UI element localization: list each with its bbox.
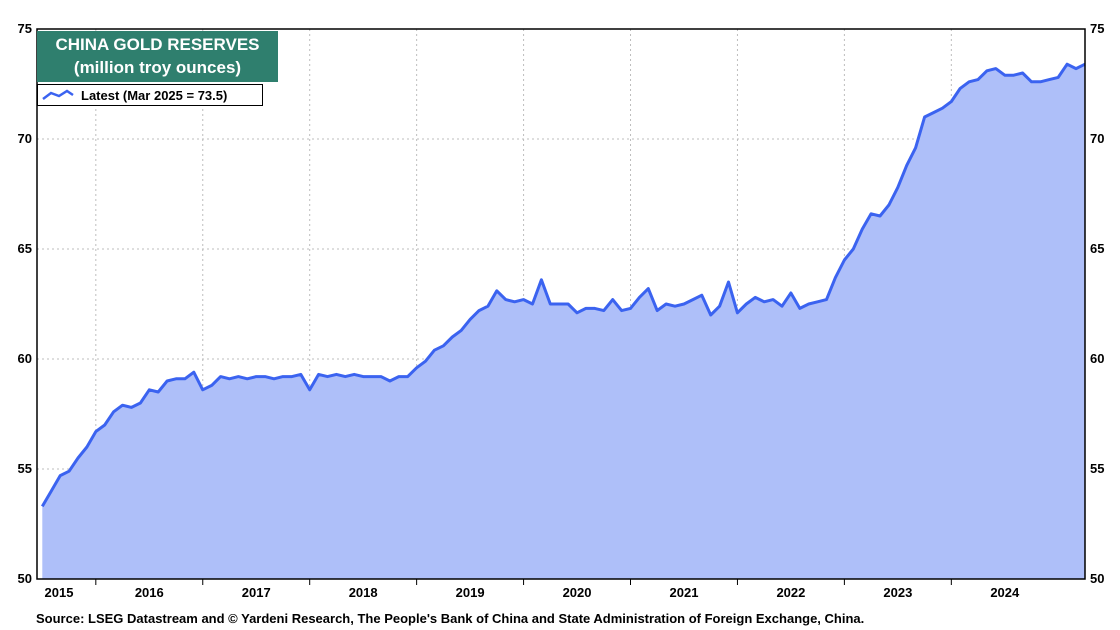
x-tick-label: 2020 (563, 585, 592, 600)
chart-title: CHINA GOLD RESERVES (55, 35, 260, 54)
y-tick-label-left: 70 (18, 131, 32, 146)
x-tick-label: 2019 (456, 585, 485, 600)
legend-label: Latest (Mar 2025 = 73.5) (81, 87, 228, 103)
y-tick-label-right: 50 (1090, 571, 1104, 586)
y-tick-label-right: 70 (1090, 131, 1104, 146)
series-area (42, 64, 1085, 579)
chart-marks (41, 62, 1086, 579)
y-tick-label-right: 55 (1090, 461, 1104, 476)
x-tick-label: 2016 (135, 585, 164, 600)
x-tick-label: 2017 (242, 585, 271, 600)
plot-frame (36, 28, 1086, 580)
chart-title-box: CHINA GOLD RESERVES (million troy ounces… (37, 31, 278, 82)
y-tick-label-left: 55 (18, 461, 32, 476)
x-tick-label: 2022 (776, 585, 805, 600)
source-note: Source: LSEG Datastream and © Yardeni Re… (36, 611, 865, 626)
x-tick-label: 2018 (349, 585, 378, 600)
x-tick-label: 2015 (45, 585, 74, 600)
y-tick-label-left: 50 (18, 571, 32, 586)
x-tick-label: 2021 (670, 585, 699, 600)
series-line (41, 62, 1086, 508)
x-tick-label: 2024 (990, 585, 1020, 600)
y-tick-label-left: 65 (18, 241, 32, 256)
y-tick-label-right: 65 (1090, 241, 1104, 256)
y-tick-label-left: 75 (18, 21, 32, 36)
legend: Latest (Mar 2025 = 73.5) (37, 84, 263, 106)
legend-swatch (42, 89, 74, 100)
y-axis-right: 50 55 60 65 70 75 (1090, 21, 1104, 586)
x-tick-label: 2023 (883, 585, 912, 600)
chart-subtitle: (million troy ounces) (73, 58, 242, 77)
y-tick-label-left: 60 (18, 351, 32, 366)
x-axis: 2015 2016 2017 2018 2019 2020 2021 2022 2023 2024 (45, 579, 1020, 600)
y-axis-left: 50 55 60 65 70 75 (18, 21, 32, 586)
y-tick-label-right: 75 (1090, 21, 1104, 36)
y-tick-label-right: 60 (1090, 351, 1104, 366)
